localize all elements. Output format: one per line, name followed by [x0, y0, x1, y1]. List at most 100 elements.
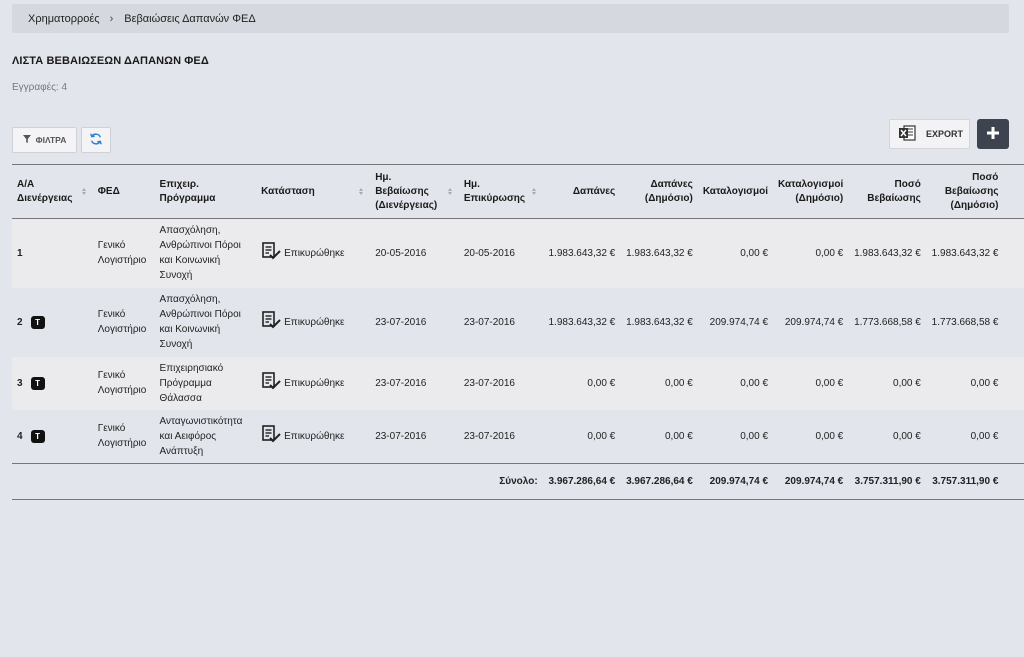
add-button[interactable] [977, 119, 1009, 149]
transfer-badge: T [30, 376, 45, 390]
row-cert-date: 23-07-2016 [375, 316, 427, 328]
col-header-program-line1: Επιχειρ. [159, 178, 199, 190]
row-charges: 0,00 € [740, 430, 769, 442]
col-header-cert-date[interactable]: Ημ. Βεβαίωσης (Διενέργειας) [370, 164, 459, 219]
row-verify-date: 23-07-2016 [463, 377, 515, 389]
program-line: Συνοχή [159, 339, 193, 350]
col-header-expenses: Δαπάνες [542, 164, 621, 219]
row-program: Απασχόληση, Ανθρώπινοι Πόροι και Κοινωνική… [155, 288, 257, 357]
col-header-cert-amount-public-line1: Ποσό [972, 171, 999, 183]
row-aa-number: 2 [17, 316, 23, 328]
row-fed-line2: Λογιστήριο [97, 385, 147, 396]
program-line: Συνοχή [159, 270, 193, 282]
col-header-charges-public-line2: (Δημόσιο) [795, 192, 844, 204]
row-fed-line1: Γενικό [97, 370, 126, 381]
row-expenses-public: 0,00 € [665, 430, 693, 442]
refresh-icon [89, 132, 103, 149]
certifications-table: Α/Α Διενέργειας ΦΕΔ Επιχειρ. Πρόγραμμα Κα… [12, 164, 1024, 500]
totals-spacer [1003, 463, 1024, 500]
filter-icon [22, 135, 31, 145]
row-status-label: Επικυρώθηκε [284, 377, 345, 389]
table-header-row: Α/Α Διενέργειας ΦΕΔ Επιχειρ. Πρόγραμμα Κα… [12, 164, 1024, 219]
transfer-badge: T [30, 315, 45, 329]
col-header-cert-amount-public-line3: (Δημόσιο) [950, 199, 999, 211]
row-charges-public: 0,00 € [815, 377, 844, 389]
row-cert-date: 23-07-2016 [375, 430, 427, 442]
record-count-label: Εγγραφές: [12, 82, 59, 93]
col-header-status[interactable]: Κατάσταση [256, 164, 371, 219]
row-fed: Γενικό Λογιστήριο [93, 288, 155, 357]
col-header-status-label: Κατάσταση [261, 185, 315, 197]
sort-icon[interactable] [532, 187, 538, 196]
col-header-aa-line1: Α/Α [17, 178, 35, 190]
program-line: Θάλασσα [159, 392, 202, 404]
row-expenses: 1.983.643,32 € [548, 247, 616, 259]
row-spacer [1003, 219, 1024, 288]
row-cert-amount: 1.773.668,58 € [854, 316, 921, 328]
col-header-cert-date-line1: Ημ. [375, 171, 392, 183]
col-header-expenses-public-line1: Δαπάνες [650, 178, 693, 190]
row-status: Επικυρώθηκε [261, 424, 365, 448]
export-button[interactable]: EXPORT [889, 119, 970, 149]
breadcrumb: Χρηματορροές › Βεβαιώσεις Δαπανών ΦΕΔ [12, 4, 1009, 33]
record-count-value: 4 [61, 82, 68, 93]
row-charges: 209.974,74 € [709, 316, 769, 328]
row-charges-public: 0,00 € [815, 247, 844, 259]
page-title: ΛΙΣΤΑ ΒΕΒΑΙΩΣΕΩΝ ΔΑΠΑΝΩΝ ΦΕΔ [12, 55, 209, 67]
checklist-icon [261, 424, 281, 448]
row-status-label: Επικυρώθηκε [284, 430, 345, 442]
row-aa-number: 3 [17, 377, 23, 389]
filters-button[interactable]: ΦΙΛΤΡΑ [12, 127, 77, 153]
program-line: Απασχόληση, [159, 225, 221, 237]
row-cert-amount: 0,00 € [893, 377, 921, 389]
col-header-program: Επιχειρ. Πρόγραμμα [154, 164, 257, 219]
sort-icon[interactable] [82, 187, 88, 196]
breadcrumb-home-link[interactable]: Χρηματορροές [28, 12, 100, 25]
total-cert-amount: 3.757.311,90 € [848, 463, 926, 500]
col-header-expenses-public: Δαπάνες (Δημόσιο) [620, 164, 698, 219]
row-status: Επικυρώθηκε [261, 310, 365, 334]
table-row[interactable]: 2 T Γενικό Λογιστήριο Απασχόληση, Ανθρώπινοι … [12, 287, 1024, 357]
transfer-badge: T [30, 429, 45, 443]
checklist-icon [261, 241, 281, 265]
row-spacer [1003, 288, 1024, 357]
col-header-verify-date-line2: Επικύρωσης [463, 192, 526, 204]
row-charges: 0,00 € [740, 377, 769, 389]
row-cert-amount-public: 1.773.668,58 € [931, 316, 999, 328]
total-cert-amount-public: 3.757.311,90 € [925, 463, 1004, 500]
row-charges-public: 0,00 € [815, 430, 844, 442]
excel-icon [898, 124, 916, 144]
table-row[interactable]: 1 Γενικό Λογιστήριο Απασχόληση, Ανθρώπινοι Π… [12, 218, 1024, 288]
col-header-aa[interactable]: Α/Α Διενέργειας [12, 164, 93, 219]
col-header-verify-date-line1: Ημ. [463, 178, 480, 190]
refresh-button[interactable] [81, 127, 111, 153]
row-verify-date: 20-05-2016 [463, 247, 515, 259]
total-expenses-public: 3.967.286,64 € [620, 463, 698, 500]
col-header-charges-public: Καταλογισμοί (Δημόσιο) [773, 164, 849, 219]
row-charges: 0,00 € [740, 247, 769, 259]
sort-icon[interactable] [359, 187, 365, 196]
col-header-spacer [1003, 164, 1024, 219]
col-header-expenses-public-line2: (Δημόσιο) [644, 192, 693, 204]
row-spacer [1003, 357, 1024, 410]
sort-icon[interactable] [448, 187, 454, 196]
program-line: Ανάπτυξη [159, 445, 204, 457]
table-row[interactable]: 3 T Γενικό Λογιστήριο Επιχειρησιακό Πρόγραμμα… [12, 356, 1024, 410]
program-line: Ανθρώπινοι Πόροι [159, 309, 241, 320]
program-line: Ανταγωνιστικότητα [159, 415, 243, 427]
row-fed-line1: Γενικό [97, 423, 126, 435]
row-verify-date: 23-07-2016 [463, 316, 515, 328]
col-header-verify-date[interactable]: Ημ. Επικύρωσης [458, 164, 543, 219]
col-header-cert-amount-public-line2: Βεβαίωσης [944, 185, 999, 197]
col-header-cert-date-line3: (Διενέργειας) [375, 199, 438, 211]
table-row[interactable]: 4 T Γενικό Λογιστήριο Ανταγωνιστικότητα και Α… [12, 409, 1024, 464]
row-status: Επικυρώθηκε [261, 371, 365, 395]
row-fed-line1: Γενικό [97, 309, 126, 320]
row-fed: Γενικό Λογιστήριο [93, 357, 155, 410]
col-header-fed: ΦΕΔ [92, 164, 155, 219]
totals-label: Σύνολο: [12, 463, 543, 500]
row-expenses-public: 1.983.643,32 € [626, 316, 693, 328]
program-line: Ανθρώπινοι Πόροι [159, 240, 241, 252]
totals-row: Σύνολο: 3.967.286,64 € 3.967.286,64 € 20… [12, 463, 1024, 500]
